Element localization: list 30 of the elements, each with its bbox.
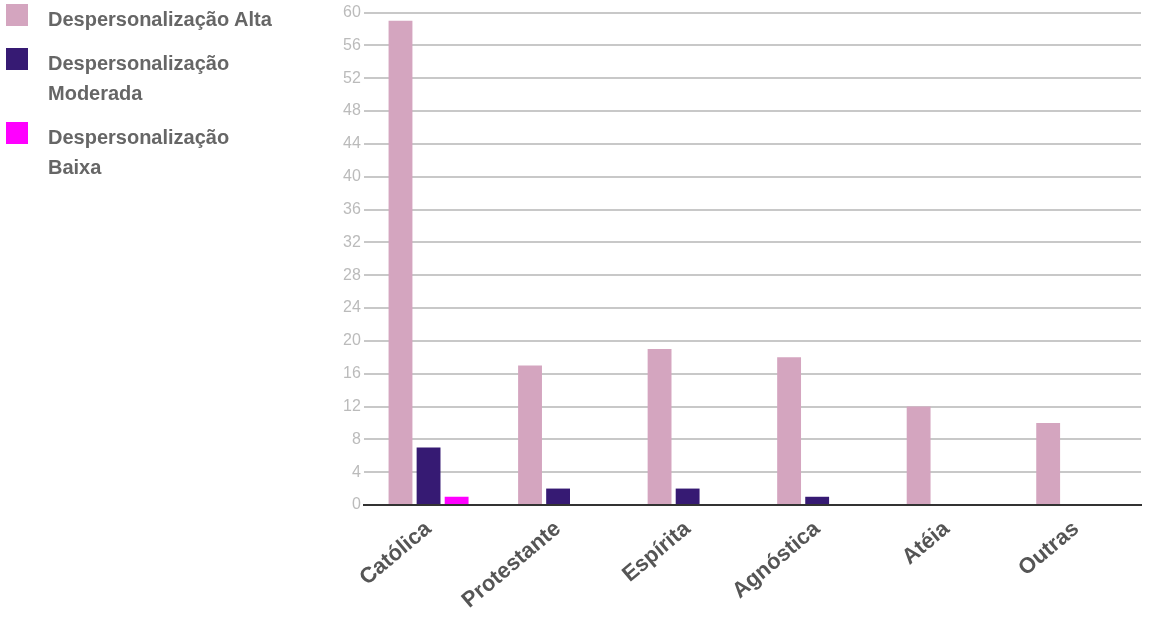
y-tick-label: 32 xyxy=(343,232,361,250)
y-tick-label: 60 xyxy=(343,3,361,21)
y-tick-label: 0 xyxy=(351,495,361,513)
y-tick-label: 56 xyxy=(343,35,361,53)
bar xyxy=(416,447,441,504)
y-tick-label: 48 xyxy=(343,101,361,119)
y-tick-label: 52 xyxy=(343,68,361,86)
y-tick-label: 36 xyxy=(343,199,361,217)
y-tick-label: 40 xyxy=(343,167,361,185)
y-tick-label: 28 xyxy=(343,265,361,283)
bar xyxy=(805,496,830,504)
y-tick-label: 44 xyxy=(343,134,361,152)
legend-label: Despersonalização Alta xyxy=(48,7,273,32)
legend-label: Despersonalização Baixa xyxy=(48,125,231,180)
y-tick-label: 20 xyxy=(343,331,361,349)
legend-label: Despersonalização Moderada xyxy=(48,51,231,106)
y-tick-label: 8 xyxy=(351,429,361,447)
y-tick-label: 4 xyxy=(351,462,361,480)
y-tick-label: 16 xyxy=(343,364,361,382)
y-tick-label: 24 xyxy=(343,298,361,316)
bar xyxy=(546,488,571,504)
bar xyxy=(388,20,413,504)
bar xyxy=(906,406,931,504)
bar xyxy=(647,349,672,504)
bar xyxy=(777,357,802,504)
bar xyxy=(444,496,469,504)
bar xyxy=(518,365,542,504)
y-tick-label: 12 xyxy=(343,396,361,414)
bar xyxy=(1036,422,1061,504)
bar xyxy=(675,488,700,504)
